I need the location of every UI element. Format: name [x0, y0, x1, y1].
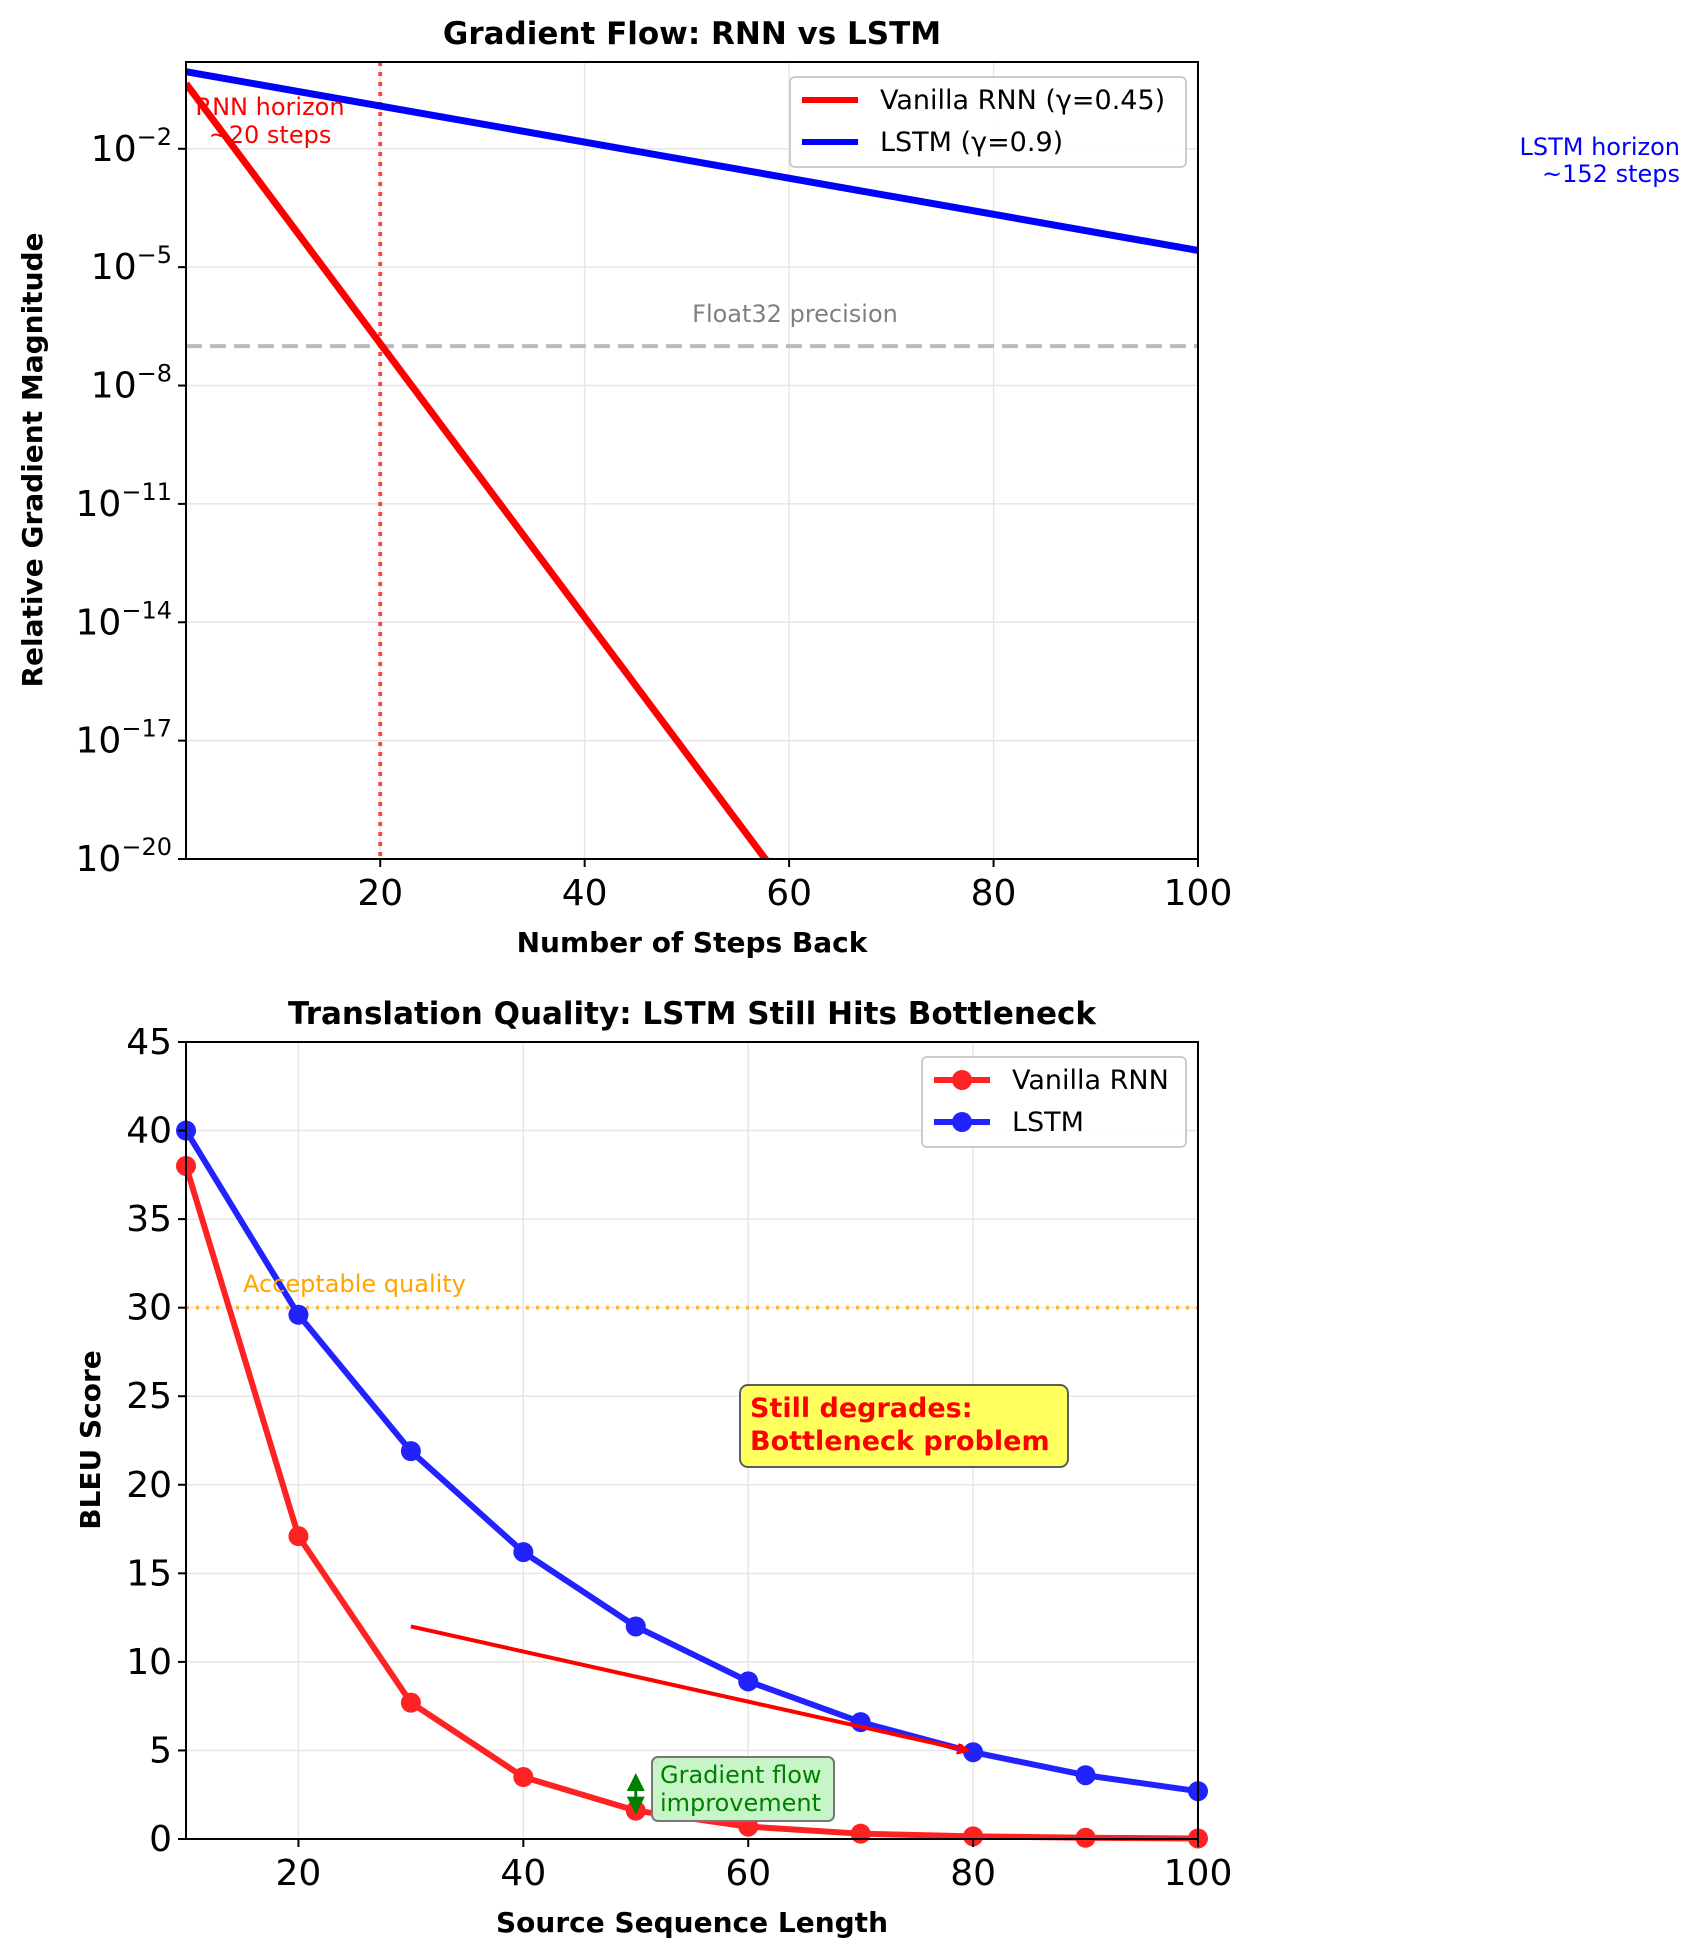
- gradient-flow-box: [651, 1756, 835, 1822]
- grid: [186, 62, 1199, 860]
- y-tick-label: 10−14: [76, 596, 172, 643]
- legend-marker-lstm: [952, 1112, 972, 1132]
- rnn-horizon-line1: RNN horizon: [195, 93, 344, 121]
- x-tick-label: 80: [971, 873, 1017, 914]
- series-line-rnn: [183, 1165, 1199, 1842]
- chart-title: Gradient Flow: RNN vs LSTM: [443, 16, 941, 52]
- data-point-rnn: [1075, 1827, 1096, 1848]
- series-line-lstm: [186, 68, 1198, 254]
- bottleneck-arrow: [410, 1624, 967, 1750]
- y-tick-label: 10: [126, 1642, 172, 1683]
- data-point-rnn: [850, 1823, 871, 1844]
- y-tick-label: 25: [126, 1376, 172, 1417]
- series-line-lstm: [183, 1128, 1199, 1795]
- x-axis-label: Number of Steps Back: [517, 926, 869, 959]
- y-tick-label: 15: [126, 1553, 172, 1594]
- data-point-lstm: [400, 1441, 421, 1462]
- legend-label-rnn: Vanilla RNN: [1012, 1065, 1169, 1096]
- legend: Vanilla RNN (γ=0.45) LSTM (γ=0.9): [789, 76, 1187, 168]
- plot-frame: [185, 61, 1199, 860]
- x-tick-label: 80: [950, 1853, 996, 1894]
- x-tick-label: 60: [725, 1853, 771, 1894]
- legend: Vanilla RNN LSTM: [921, 1056, 1187, 1148]
- arrows: [410, 1624, 967, 1815]
- y-axis-label: BLEU Score: [74, 1350, 107, 1530]
- chart-title: Translation Quality: LSTM Still Hits Bot…: [288, 996, 1097, 1032]
- gradient-flow-annotation: Gradient flow improvement: [651, 1756, 835, 1822]
- data-point-lstm: [738, 1671, 759, 1692]
- y-tick-label: 10−17: [76, 715, 172, 762]
- data-point-rnn: [400, 1692, 421, 1713]
- legend-label-rnn: Vanilla RNN (γ=0.45): [880, 85, 1165, 116]
- gradient-flow-arrow-head-up: [626, 1773, 645, 1792]
- y-tick-label: 40: [126, 1111, 172, 1152]
- float32-precision-label: Float32 precision: [692, 300, 898, 328]
- gradient-flow-line1: Gradient flow: [660, 1761, 822, 1789]
- gradient-flow-line2: improvement: [660, 1789, 821, 1817]
- legend-box: [789, 76, 1187, 168]
- x-ticks: 20 40 60 80 100: [276, 1839, 1233, 1894]
- y-tick-label: 10−20: [76, 833, 172, 880]
- y-tick-label: 5: [149, 1730, 172, 1771]
- y-axis-label: Relative Gradient Magnitude: [16, 232, 49, 687]
- y-ticks: 0 5 10 15 20 25 30 35 40 45: [126, 1022, 186, 1860]
- y-tick-label: 0: [149, 1819, 172, 1860]
- bottleneck-annotation: Still degrades: Bottleneck problem: [739, 1384, 1069, 1468]
- x-ticks: 20 40 60 80 100: [357, 859, 1232, 914]
- lstm-horizon-line2: ~152 steps: [1542, 160, 1680, 188]
- legend-label-lstm: LSTM (γ=0.9): [880, 127, 1063, 158]
- rnn-horizon-line2: ~20 steps: [209, 121, 332, 149]
- y-ticks: 10−2 10−5 10−8 10−11 10−14 10−17 10−20: [76, 123, 186, 880]
- x-tick-label: 40: [500, 1853, 546, 1894]
- x-tick-label: 100: [1164, 1853, 1233, 1894]
- y-tick-label: 20: [126, 1465, 172, 1506]
- reference-lines: [186, 62, 1198, 859]
- x-tick-label: 40: [562, 873, 608, 914]
- y-tick-label: 10−8: [91, 360, 172, 407]
- bottleneck-line2: Bottleneck problem: [750, 1426, 1050, 1457]
- data-point-lstm: [513, 1542, 534, 1563]
- bottleneck-line1: Still degrades:: [750, 1393, 973, 1424]
- x-tick-label: 100: [1164, 873, 1233, 914]
- gradient-flow-arrow-head-down: [626, 1796, 645, 1815]
- data-point-rnn: [288, 1526, 309, 1547]
- y-tick-label: 10−5: [91, 241, 172, 288]
- legend-marker-rnn: [952, 1070, 972, 1090]
- data-point-rnn: [513, 1767, 534, 1788]
- lstm-horizon-line1: LSTM horizon: [1519, 133, 1680, 161]
- y-tick-label: 10−11: [76, 478, 172, 525]
- acceptable-quality-label: Acceptable quality: [243, 1270, 466, 1298]
- y-tick-label: 35: [126, 1199, 172, 1240]
- data-point-lstm: [1075, 1765, 1096, 1786]
- y-tick-label: 45: [126, 1022, 172, 1063]
- data-point-lstm: [288, 1304, 309, 1325]
- lstm-horizon-annotation: LSTM horizon ~152 steps: [1519, 133, 1680, 188]
- x-tick-label: 20: [276, 1853, 322, 1894]
- rnn-horizon-annotation: RNN horizon ~20 steps: [195, 93, 344, 149]
- x-axis-label: Source Sequence Length: [496, 1906, 888, 1939]
- legend-label-lstm: LSTM: [1012, 1107, 1084, 1138]
- x-tick-label: 20: [357, 873, 403, 914]
- chart-gradient-flow: Gradient Flow: RNN vs LSTM 20 40 60 80 100 1…: [16, 16, 1680, 959]
- y-tick-label: 10−2: [91, 123, 172, 170]
- y-tick-label: 30: [126, 1288, 172, 1329]
- series-lines: [186, 68, 1198, 859]
- data-point-lstm: [625, 1616, 646, 1637]
- x-tick-label: 60: [766, 873, 812, 914]
- bottleneck-box: [739, 1384, 1069, 1468]
- data-point-rnn: [963, 1826, 984, 1847]
- plot-frame: [185, 1041, 1199, 1840]
- chart-translation-quality: Translation Quality: LSTM Still Hits Bot…: [74, 996, 1232, 1939]
- series-line-rnn: [186, 81, 770, 859]
